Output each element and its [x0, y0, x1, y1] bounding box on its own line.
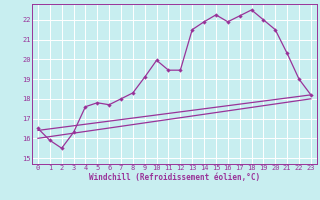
X-axis label: Windchill (Refroidissement éolien,°C): Windchill (Refroidissement éolien,°C) [89, 173, 260, 182]
